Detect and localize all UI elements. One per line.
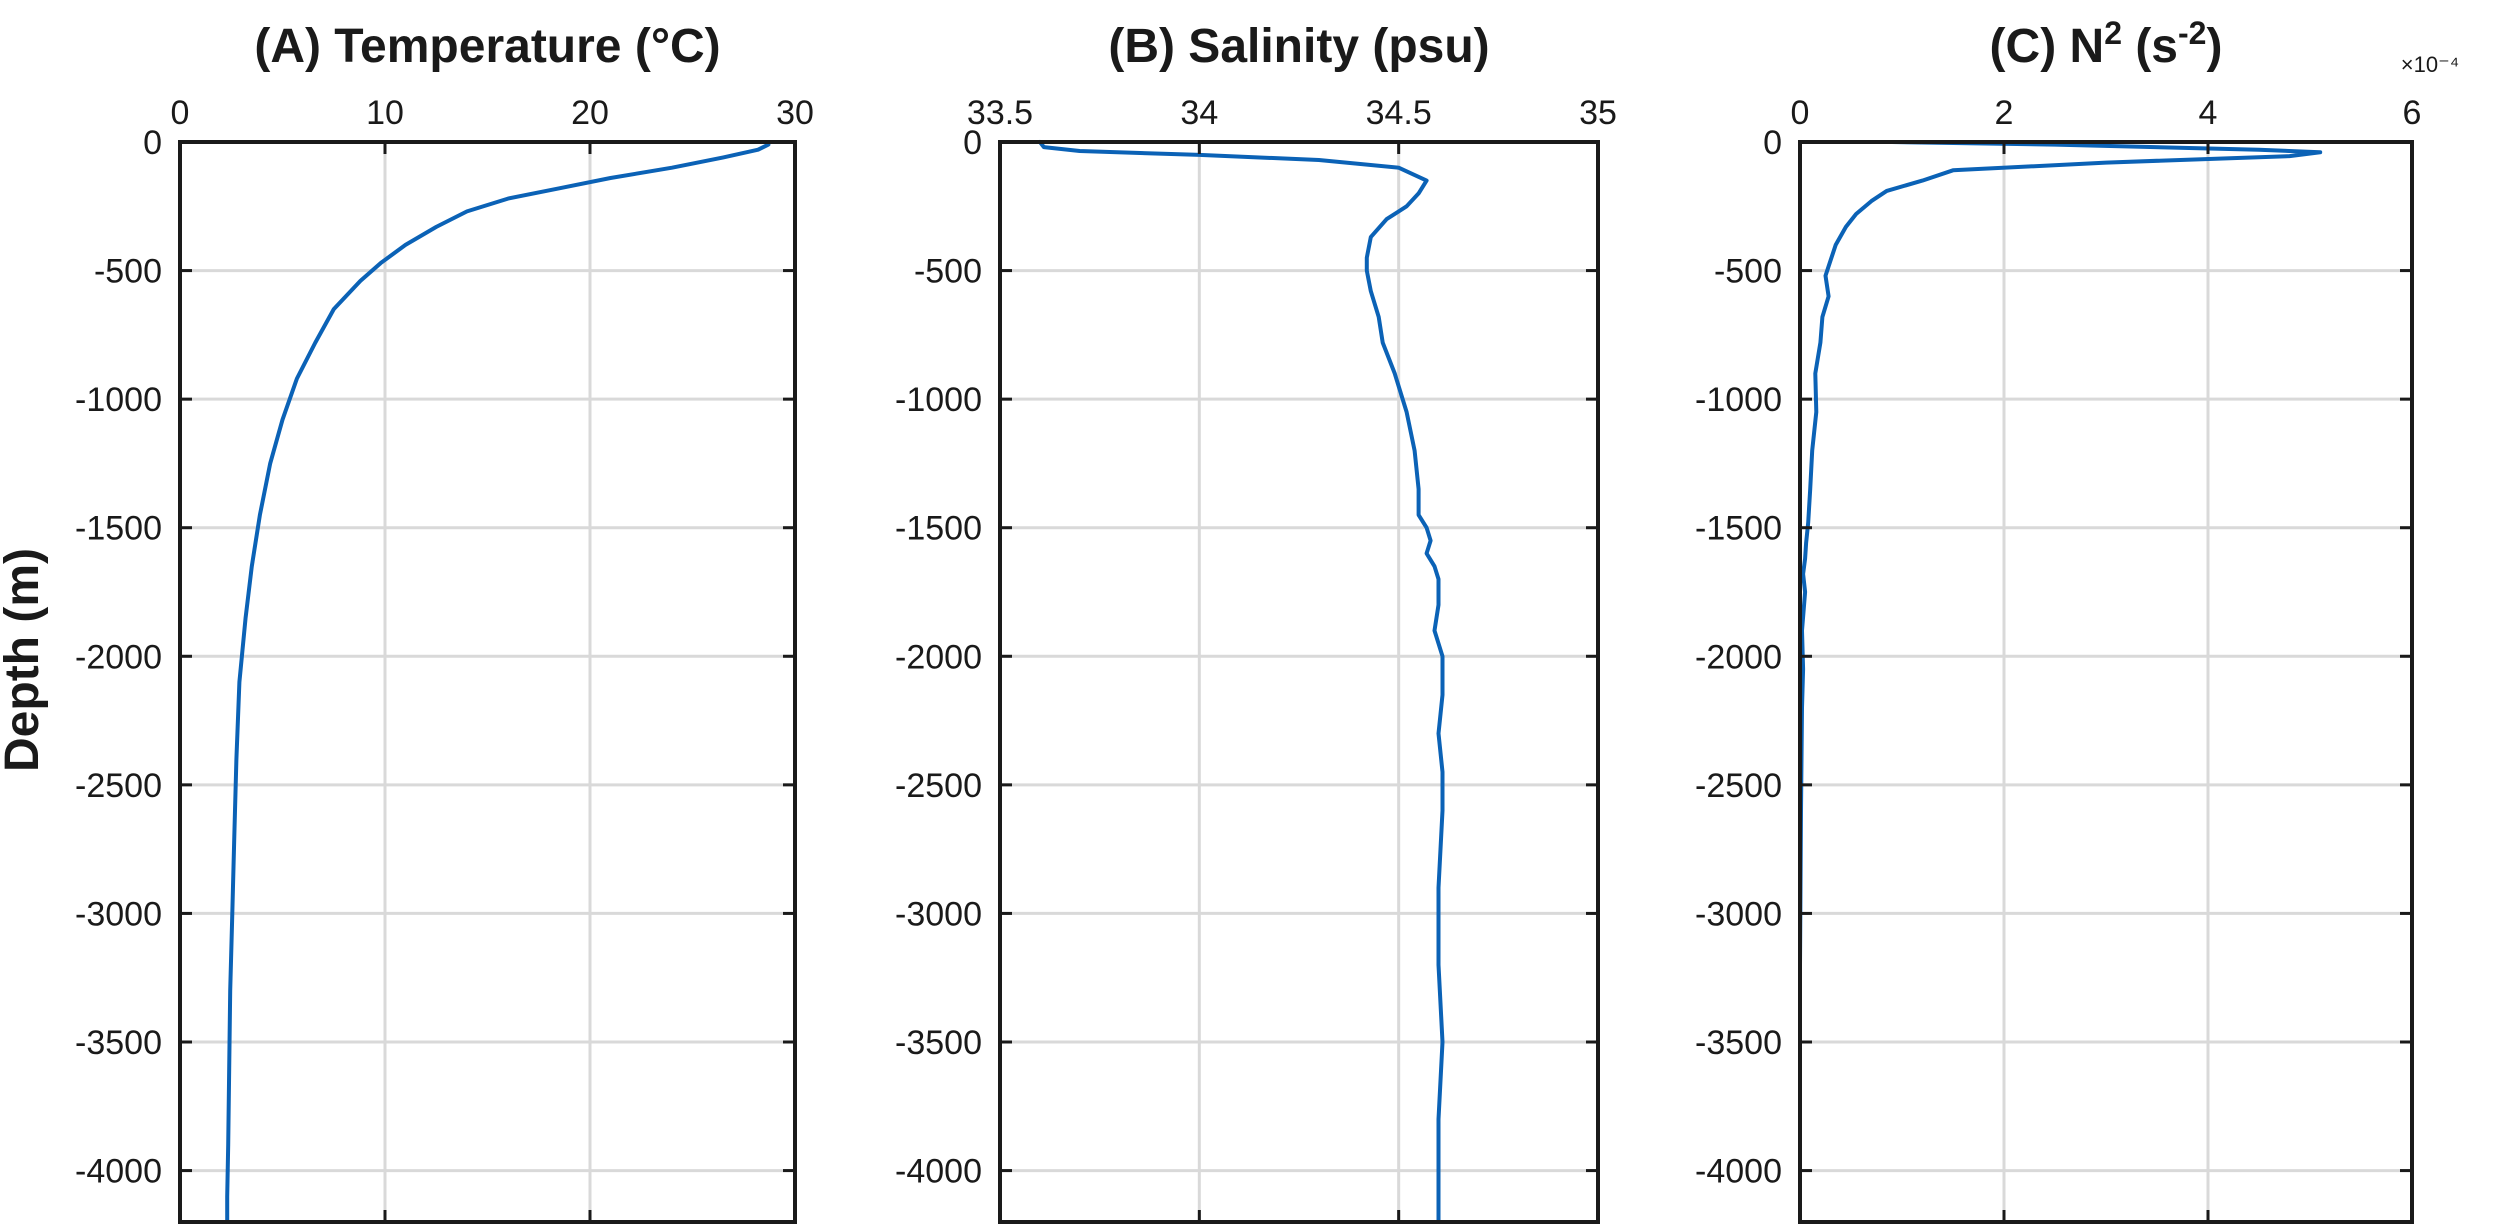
series-line [1037,140,1445,1224]
y-tick-label: -3500 [75,1024,162,1062]
y-tick-label: -2500 [1695,767,1782,805]
x-tick-label: 34.5 [1366,94,1432,132]
panel-title: (B) Salinity (psu) [1108,20,1489,73]
series-line [225,142,771,1224]
y-tick-label: 0 [1763,124,1782,162]
series-line [1798,140,2323,1224]
y-tick-label: -1000 [895,381,982,419]
y-tick-label: -4000 [75,1153,162,1191]
x-tick-label: 10 [366,94,404,132]
y-tick-label: -1000 [75,381,162,419]
axis-box [1798,140,2414,1224]
y-tick-label: -2000 [895,638,982,676]
y-tick-label: -4000 [1695,1153,1782,1191]
y-tick-label: -2500 [75,767,162,805]
y-tick-label: -500 [914,253,982,291]
y-tick-label: -2000 [75,638,162,676]
panel-3: 0 2 4 6 0 -500 -1000 -1500 -2000 -2500 -3000 -3500 -… [1695,15,2459,1224]
y-tick-label: -1500 [75,510,162,548]
x-tick-label: 35 [1579,94,1617,132]
y-tick-label: -2500 [895,767,982,805]
x-tick-label: 6 [2403,94,2422,132]
panel-title: (A) Temperature (°C) [254,20,720,73]
y-tick-label: -3000 [75,895,162,933]
y-tick-label: -1000 [1695,381,1782,419]
x-tick-label: 4 [2199,94,2218,132]
x-tick-label: 0 [171,94,190,132]
y-tick-label: -3500 [895,1024,982,1062]
axis-box [178,140,797,1224]
y-tick-label: -1500 [895,510,982,548]
y-tick-label: 0 [963,124,982,162]
x-tick-label: 20 [571,94,609,132]
y-tick-label: -3000 [1695,895,1782,933]
y-tick-label: -1500 [1695,510,1782,548]
x-tick-label: 2 [1995,94,2014,132]
y-tick-label: -3500 [1695,1024,1782,1062]
panel-2: 33.5 34 34.5 35 0 -500 -1000 -1500 -2000 -2500 -30… [895,20,1617,1224]
panel-title: (C) N2 (s-2) [1990,15,2223,73]
y-tick-label: -500 [1714,253,1782,291]
y-tick-label: 0 [143,124,162,162]
y-axis-label: Depth (m) [0,548,49,772]
y-tick-label: -3000 [895,895,982,933]
x-exponent-label: ×10⁻⁴ [2401,52,2459,77]
panel-1: 0 10 20 30 0 -500 -1000 -1500 -2000 -2500 -3000 -35… [75,20,814,1224]
axis-box [998,140,1600,1224]
x-tick-label: 34 [1180,94,1218,132]
y-tick-label: -2000 [1695,638,1782,676]
y-tick-label: -4000 [895,1153,982,1191]
x-tick-label: 33.5 [967,94,1033,132]
y-tick-label: -500 [94,253,162,291]
x-tick-label: 0 [1791,94,1810,132]
x-tick-label: 30 [776,94,814,132]
